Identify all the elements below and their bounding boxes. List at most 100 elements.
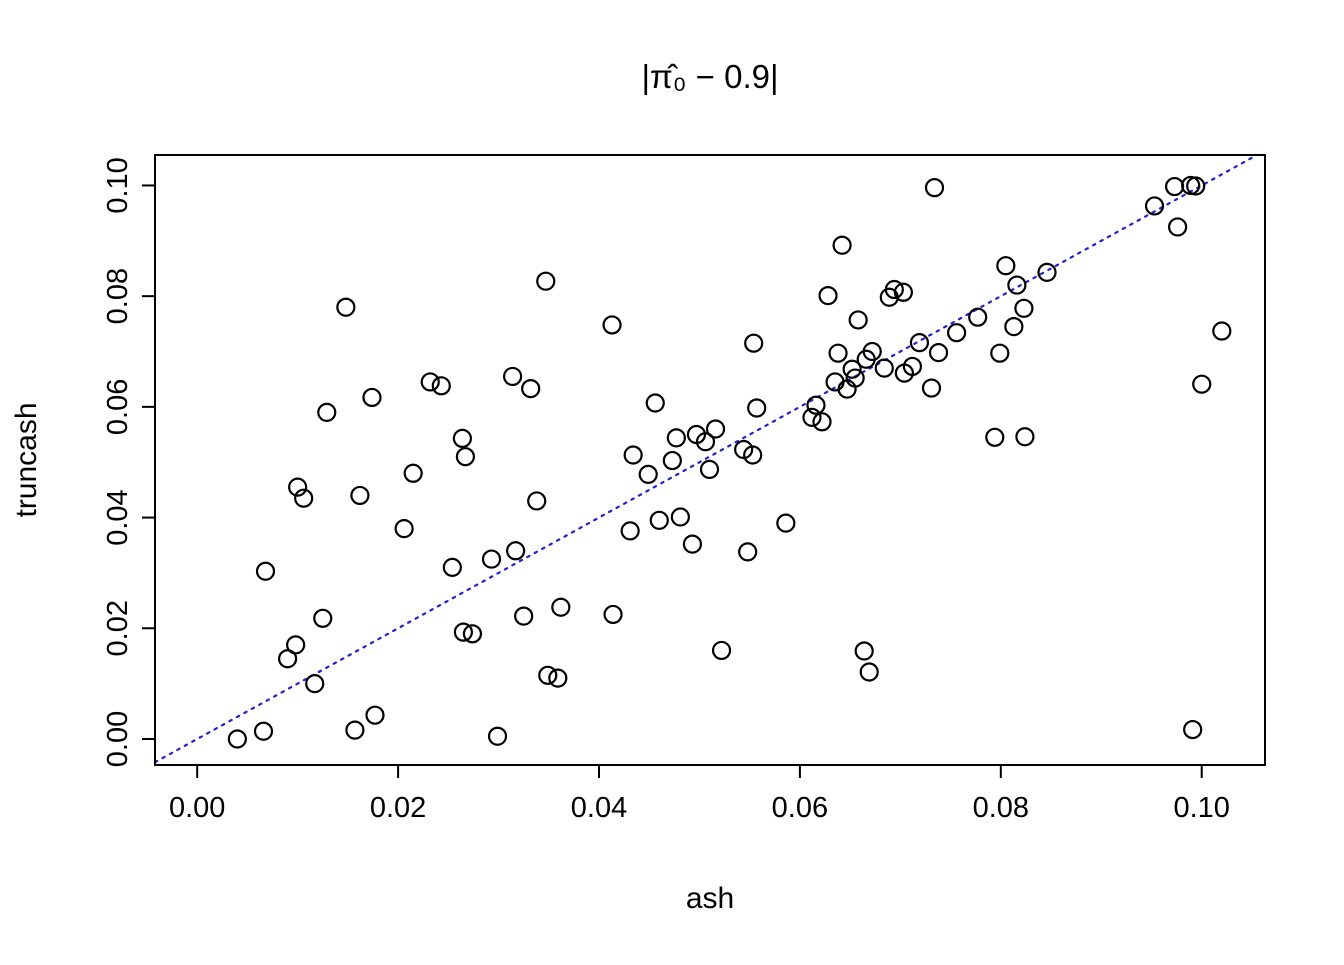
data-point	[818, 285, 838, 306]
data-point	[828, 343, 848, 363]
x-axis-label: ash	[686, 882, 734, 915]
data-point	[1015, 427, 1035, 447]
data-point	[845, 368, 865, 388]
x-tick-label: 0.10	[1173, 792, 1229, 824]
data-point	[670, 507, 690, 527]
data-point	[812, 412, 832, 432]
data-point	[1007, 275, 1027, 295]
data-point	[1186, 176, 1206, 196]
data-point	[551, 597, 571, 617]
y-tick-label: 0.06	[102, 379, 134, 435]
x-tick-label: 0.06	[772, 792, 828, 824]
data-point	[832, 235, 852, 255]
data-point	[1004, 316, 1024, 337]
y-tick-label: 0.02	[102, 600, 134, 656]
data-point	[921, 378, 942, 398]
x-tick-label: 0.04	[571, 792, 627, 824]
data-point	[1192, 374, 1212, 394]
data-point	[227, 729, 247, 749]
data-point	[990, 343, 1010, 363]
data-point	[305, 674, 325, 694]
data-point	[928, 343, 949, 363]
x-tick-label: 0.02	[370, 792, 426, 824]
data-point	[394, 519, 414, 539]
data-point	[1014, 298, 1034, 318]
data-point	[884, 279, 904, 300]
data-point	[862, 341, 882, 362]
data-point	[645, 393, 665, 413]
data-point	[666, 428, 686, 448]
data-point	[286, 635, 306, 655]
data-point	[538, 665, 558, 685]
data-point	[602, 315, 622, 335]
y-tick-label: 0.08	[102, 268, 134, 324]
data-point	[848, 310, 868, 330]
data-point	[738, 542, 758, 562]
x-tick-label: 0.00	[169, 792, 225, 824]
plot-border	[154, 154, 1266, 766]
data-point	[924, 178, 945, 198]
identity-reference-line	[153, 153, 1259, 764]
data-point	[985, 427, 1005, 447]
data-points	[227, 175, 1232, 749]
data-point	[442, 557, 462, 577]
data-point	[802, 407, 822, 427]
data-point	[902, 356, 923, 377]
data-point	[506, 541, 526, 561]
data-point	[453, 622, 473, 642]
data-point	[317, 402, 337, 422]
data-point	[253, 721, 274, 741]
x-tick-label: 0.08	[973, 792, 1029, 824]
data-point	[854, 641, 874, 661]
data-point	[403, 463, 423, 483]
data-point	[527, 491, 547, 511]
data-point	[503, 366, 523, 387]
data-point	[1212, 321, 1232, 341]
data-point	[362, 387, 382, 408]
data-point	[288, 477, 308, 497]
data-point	[776, 513, 796, 533]
data-point	[996, 256, 1016, 276]
data-point	[548, 668, 568, 688]
data-point	[842, 359, 862, 379]
data-point	[705, 419, 726, 439]
data-point	[536, 271, 556, 291]
axis-ticks: 0.00 0.02 0.04 0.06 0.08 0.10 0.00 0.02 0.04 0.06…	[102, 157, 1230, 824]
data-point	[638, 464, 658, 484]
data-point	[968, 307, 988, 327]
data-point	[711, 640, 732, 661]
data-point	[1037, 262, 1057, 282]
data-point	[649, 510, 669, 530]
data-point	[420, 372, 440, 392]
data-point	[1144, 196, 1165, 216]
y-tick-label: 0.10	[102, 157, 134, 213]
data-point	[514, 606, 534, 626]
data-point	[947, 323, 967, 343]
data-point	[1164, 176, 1185, 197]
data-point	[695, 432, 716, 452]
data-point	[806, 395, 826, 415]
data-point	[277, 649, 298, 669]
data-point	[1183, 719, 1203, 740]
data-point	[452, 428, 472, 449]
data-point	[743, 445, 763, 465]
data-point	[682, 534, 703, 554]
data-point	[487, 726, 508, 746]
data-point	[294, 488, 314, 508]
chart-title: |π̂₀ − 0.9|	[641, 58, 778, 95]
data-point	[431, 376, 451, 396]
y-axis-label: truncash	[10, 402, 43, 517]
data-point	[747, 398, 767, 418]
y-tick-label: 0.04	[102, 489, 134, 545]
data-point	[255, 561, 276, 581]
data-point	[620, 521, 640, 541]
data-point	[462, 624, 483, 644]
data-point	[744, 333, 764, 353]
data-point	[909, 333, 930, 353]
data-point	[521, 378, 541, 399]
data-point	[874, 358, 894, 378]
data-point	[893, 282, 913, 302]
data-point	[455, 447, 475, 467]
